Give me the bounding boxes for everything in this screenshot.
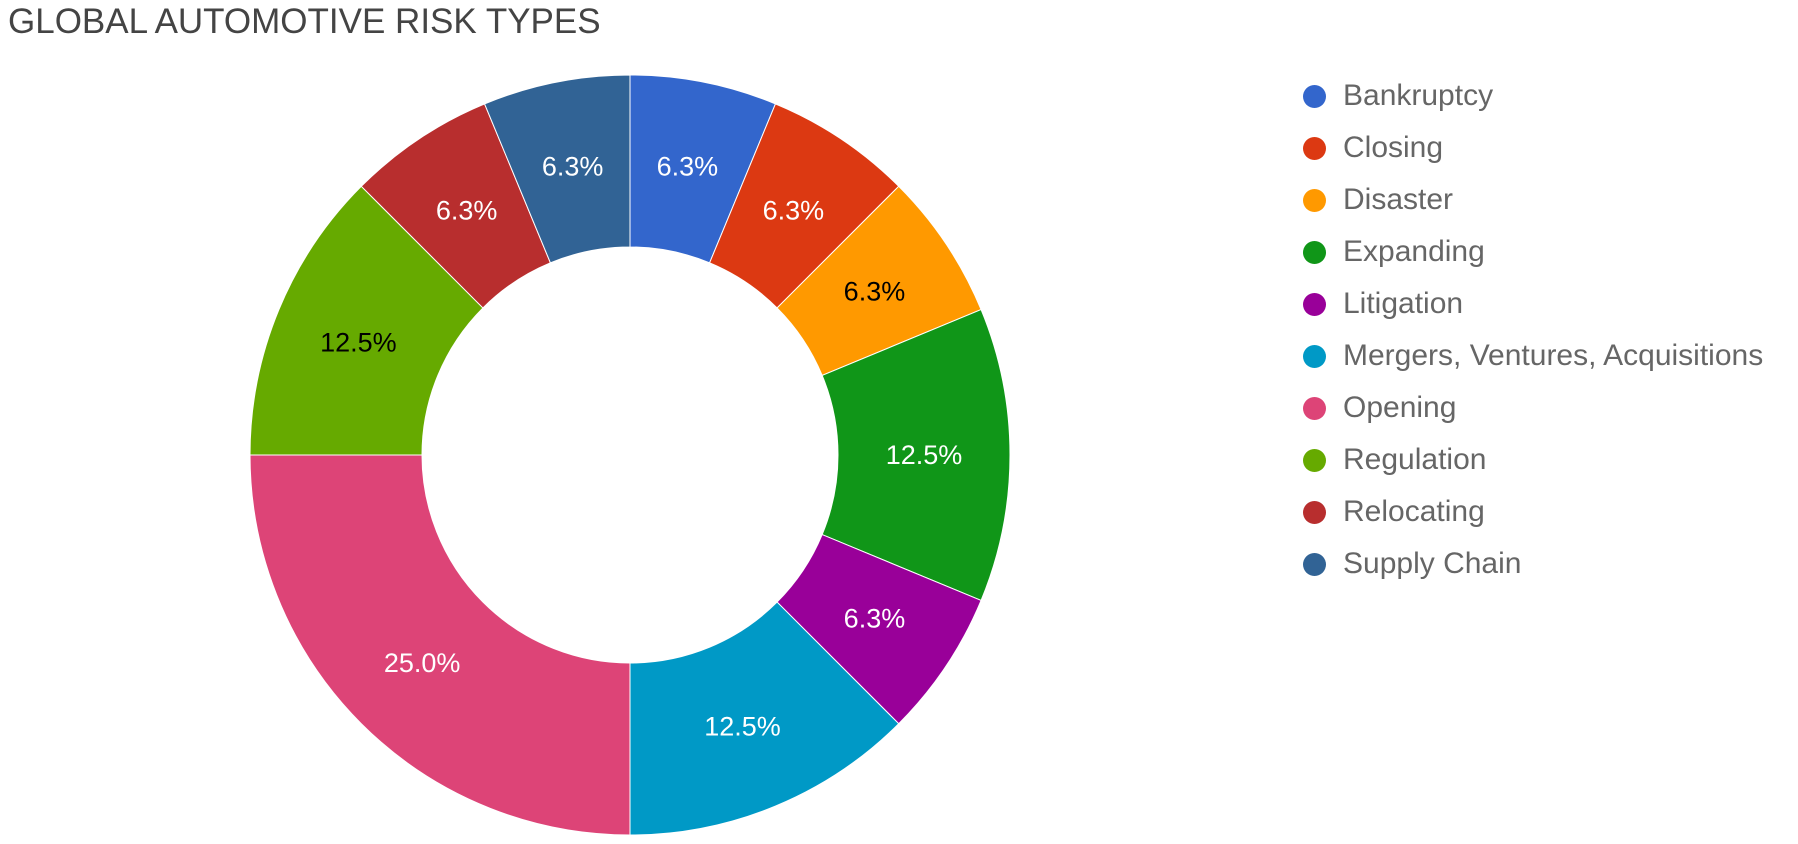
legend-item[interactable]: Expanding	[1303, 226, 1763, 278]
legend-label: Litigation	[1343, 287, 1464, 320]
legend-swatch	[1303, 448, 1326, 472]
legend-item[interactable]: Disaster	[1303, 174, 1763, 226]
legend-swatch	[1303, 396, 1326, 420]
slice-data-label: 6.3%	[542, 152, 604, 182]
legend-item[interactable]: Mergers, Ventures, Acquisitions	[1303, 330, 1763, 382]
legend-swatch	[1303, 344, 1326, 368]
legend-item[interactable]: Litigation	[1303, 278, 1763, 330]
donut-slice-supply-chain[interactable]	[483, 74, 631, 264]
legend-label: Opening	[1343, 391, 1457, 424]
donut-slice-expanding[interactable]	[821, 308, 1011, 602]
slice-data-label: 6.3%	[844, 277, 906, 307]
legend-label: Bankruptcy	[1343, 79, 1494, 112]
chart-legend: Bankruptcy Closing Disaster Expanding Litiga…	[1303, 70, 1763, 590]
slice-data-label: 12.5%	[886, 440, 963, 470]
donut-slice-opening[interactable]	[249, 454, 631, 836]
legend-swatch	[1303, 136, 1326, 160]
legend-item[interactable]: Supply Chain	[1303, 538, 1763, 590]
slice-data-label: 25.0%	[384, 648, 461, 678]
legend-label: Supply Chain	[1343, 547, 1522, 580]
legend-swatch	[1303, 188, 1326, 212]
legend-label: Closing	[1343, 131, 1444, 164]
donut-slice-mergers-ventures-acquisitions[interactable]	[629, 601, 900, 836]
legend-item[interactable]: Bankruptcy	[1303, 70, 1763, 122]
donut-slice-regulation[interactable]	[249, 185, 484, 456]
legend-label: Mergers, Ventures, Acquisitions	[1343, 339, 1764, 372]
legend-item[interactable]: Closing	[1303, 122, 1763, 174]
legend-label: Expanding	[1343, 235, 1485, 268]
legend-swatch	[1303, 500, 1326, 524]
legend-swatch	[1303, 240, 1326, 264]
legend-swatch	[1303, 84, 1326, 108]
slice-data-label: 12.5%	[704, 712, 781, 742]
legend-label: Regulation	[1343, 443, 1487, 476]
legend-swatch	[1303, 552, 1326, 576]
legend-label: Relocating	[1343, 495, 1485, 528]
donut-chart: 6.3% 6.3% 6.3% 12.5% 6.3% 12.5% 25.0% 12.5% 6.3%…	[249, 74, 1011, 836]
slice-data-label: 6.3%	[844, 603, 906, 633]
chart-title: GLOBAL AUTOMOTIVE RISK TYPES	[8, 2, 601, 41]
legend-item[interactable]: Regulation	[1303, 434, 1763, 486]
legend-item[interactable]: Relocating	[1303, 486, 1763, 538]
slice-data-label: 6.3%	[657, 152, 719, 182]
slice-data-label: 6.3%	[763, 196, 825, 226]
slice-data-label: 6.3%	[436, 196, 498, 226]
legend-item[interactable]: Opening	[1303, 382, 1763, 434]
slice-data-label: 12.5%	[320, 327, 397, 357]
legend-swatch	[1303, 292, 1326, 316]
legend-label: Disaster	[1343, 183, 1454, 216]
